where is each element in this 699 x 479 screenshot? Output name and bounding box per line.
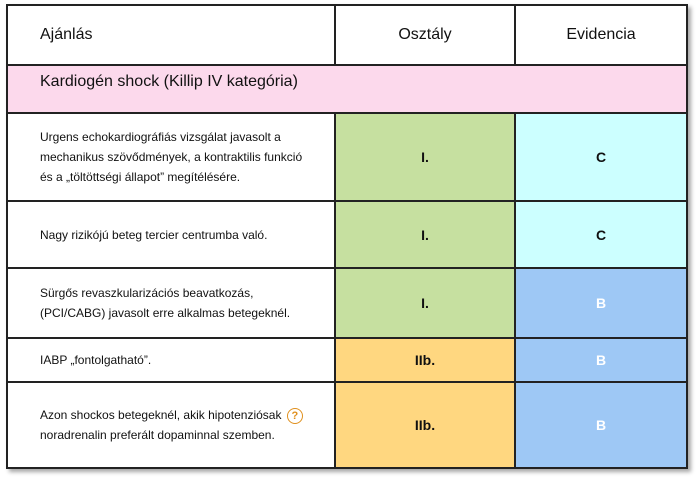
recommendation-line: Nagy rizikójú beteg tercier centrumba va…: [40, 227, 268, 242]
table-row-recommendation: Urgens echokardiográfiás vizsgálat javas…: [8, 114, 336, 202]
header-class: Osztály: [336, 6, 516, 66]
question-mark-icon: ?: [286, 407, 303, 424]
class-cell: IIb.: [336, 339, 516, 383]
table-row-recommendation: IABP „fontolgatható”.: [8, 339, 336, 383]
recommendation-line: IABP „fontolgatható”.: [40, 353, 152, 367]
table-grid: Ajánlás Osztály Evidencia Kardiogén shoc…: [8, 6, 686, 467]
evidence-cell: C: [516, 202, 686, 269]
header-recommendation: Ajánlás: [8, 6, 336, 66]
class-cell: I.: [336, 114, 516, 202]
recommendation-line: noradrenalin preferált dopaminnal szembe…: [40, 428, 275, 442]
recommendation-line-text: Azon shockos betegeknél, akik hipotenzió…: [40, 408, 282, 422]
table-row-recommendation: Azon shockos betegeknél, akik hipotenzió…: [8, 383, 336, 467]
section-title: Kardiogén shock (Killip IV kategória): [8, 66, 686, 114]
evidence-cell: B: [516, 383, 686, 467]
class-cell: I.: [336, 269, 516, 339]
recommendation-line: és a „töltöttségi állapot” megítélésére.: [40, 170, 241, 184]
recommendation-line: Azon shockos betegeknél, akik hipotenzió…: [40, 405, 303, 425]
header-evidence: Evidencia: [516, 6, 686, 66]
evidence-cell: B: [516, 269, 686, 339]
class-cell: IIb.: [336, 383, 516, 467]
recommendation-line: Urgens echokardiográfiás vizsgálat javas…: [40, 130, 281, 144]
evidence-cell: C: [516, 114, 686, 202]
recommendation-line: mechanikus szövődmények, a kontraktilis …: [40, 150, 303, 164]
table-row-recommendation: Nagy rizikójú beteg tercier centrumba va…: [8, 202, 336, 269]
class-cell: I.: [336, 202, 516, 269]
table-row-recommendation: Sürgős revaszkularizációs beavatkozás, (…: [8, 269, 336, 339]
recommendation-table: Ajánlás Osztály Evidencia Kardiogén shoc…: [6, 4, 688, 469]
recommendation-line: Sürgős revaszkularizációs beavatkozás,: [40, 286, 254, 300]
evidence-cell: B: [516, 339, 686, 383]
recommendation-line: (PCI/CABG) javasolt erre alkalmas betege…: [40, 306, 291, 320]
